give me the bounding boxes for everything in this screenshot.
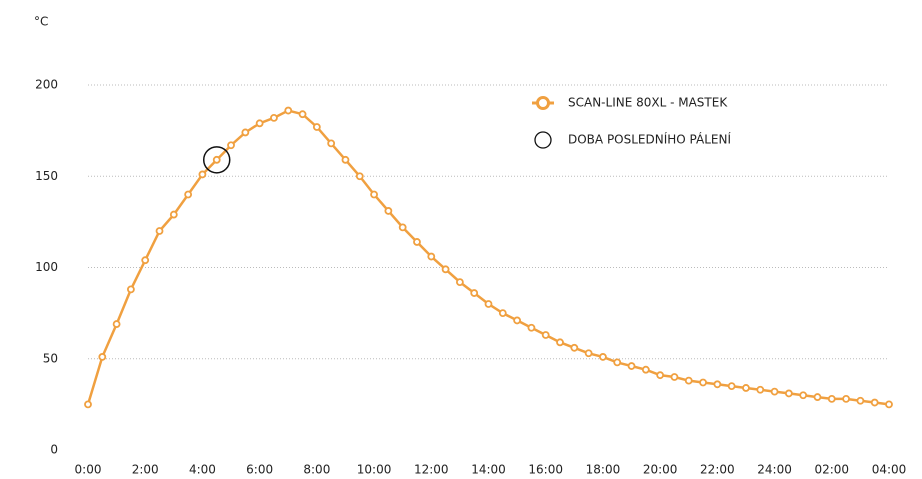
data-point (742, 384, 750, 392)
x-tick-label: 20:00 (643, 463, 678, 477)
y-tick-label: 50 (43, 351, 58, 365)
data-point (455, 278, 464, 287)
y-tick-label: 200 (35, 78, 58, 92)
legend-marker (536, 96, 550, 110)
y-tick-label: 0 (50, 443, 58, 457)
x-tick-label: 02:00 (814, 463, 849, 477)
x-tick-label: 22:00 (700, 463, 735, 477)
data-point (84, 400, 92, 409)
data-point (527, 323, 536, 332)
data-point (384, 207, 393, 215)
data-point (155, 227, 164, 235)
data-point (198, 170, 207, 179)
data-point (270, 113, 278, 122)
data-point (427, 252, 436, 261)
x-tick-label: 8:00 (303, 463, 330, 477)
data-point (212, 155, 221, 164)
x-tick-label: 18:00 (586, 463, 621, 477)
x-tick-label: 10:00 (357, 463, 392, 477)
data-point (127, 285, 135, 294)
y-tick-label: 150 (35, 169, 58, 183)
x-tick-label: 12:00 (414, 463, 449, 477)
data-point (827, 394, 836, 403)
data-point (112, 320, 121, 328)
data-point (684, 376, 693, 385)
y-unit: °C (34, 15, 48, 29)
data-point (169, 210, 178, 219)
data-point (484, 300, 493, 308)
data-point (341, 155, 350, 164)
legend-marker (534, 131, 552, 149)
series-line (86, 109, 890, 406)
x-tick-label: 14:00 (471, 463, 506, 477)
data-point (255, 119, 264, 128)
highlight-marker (202, 146, 231, 174)
data-point (842, 394, 850, 403)
data-point (355, 172, 364, 181)
data-point (184, 190, 193, 199)
data-point (885, 400, 893, 409)
x-tick-label: 4:00 (189, 463, 216, 477)
data-point (784, 389, 793, 398)
data-point (541, 331, 550, 339)
data-point (227, 141, 235, 150)
x-tick-label: 16:00 (528, 463, 563, 477)
legend-label: DOBA POSLEDNÍHO PÁLENÍ (568, 132, 731, 147)
data-point (470, 289, 479, 297)
y-tick-label: 100 (35, 260, 58, 274)
data-point (799, 391, 808, 400)
data-point (513, 316, 522, 325)
data-point (713, 380, 722, 389)
data-point (298, 110, 307, 119)
data-point (398, 223, 407, 232)
data-point (699, 378, 707, 387)
x-tick-label: 04:00 (872, 463, 907, 477)
x-tick-label: 0:00 (75, 463, 102, 477)
data-point (312, 123, 321, 131)
x-tick-label: 6:00 (246, 463, 273, 477)
data-point (98, 353, 107, 361)
data-point (670, 373, 679, 381)
data-point (770, 387, 779, 396)
x-tick-label: 2:00 (132, 463, 159, 477)
data-point (141, 256, 150, 265)
data-point (413, 238, 421, 246)
data-point (556, 338, 564, 347)
data-point (613, 358, 622, 367)
data-point (813, 393, 822, 401)
data-point (727, 382, 736, 391)
legend-label: SCAN-LINE 80XL - MASTEK (568, 96, 728, 110)
data-point (756, 385, 765, 394)
data-point (656, 371, 665, 380)
data-point (570, 343, 579, 352)
data-point (641, 365, 650, 374)
data-point (370, 190, 378, 199)
data-point (498, 309, 507, 318)
data-point (241, 128, 250, 137)
data-point (599, 353, 607, 361)
data-point (856, 396, 865, 405)
data-point (441, 265, 450, 274)
x-tick-label: 24:00 (757, 463, 792, 477)
data-point (284, 106, 293, 115)
data-point (327, 139, 336, 148)
data-point (870, 398, 879, 407)
data-point (627, 362, 636, 370)
data-point (584, 349, 593, 358)
